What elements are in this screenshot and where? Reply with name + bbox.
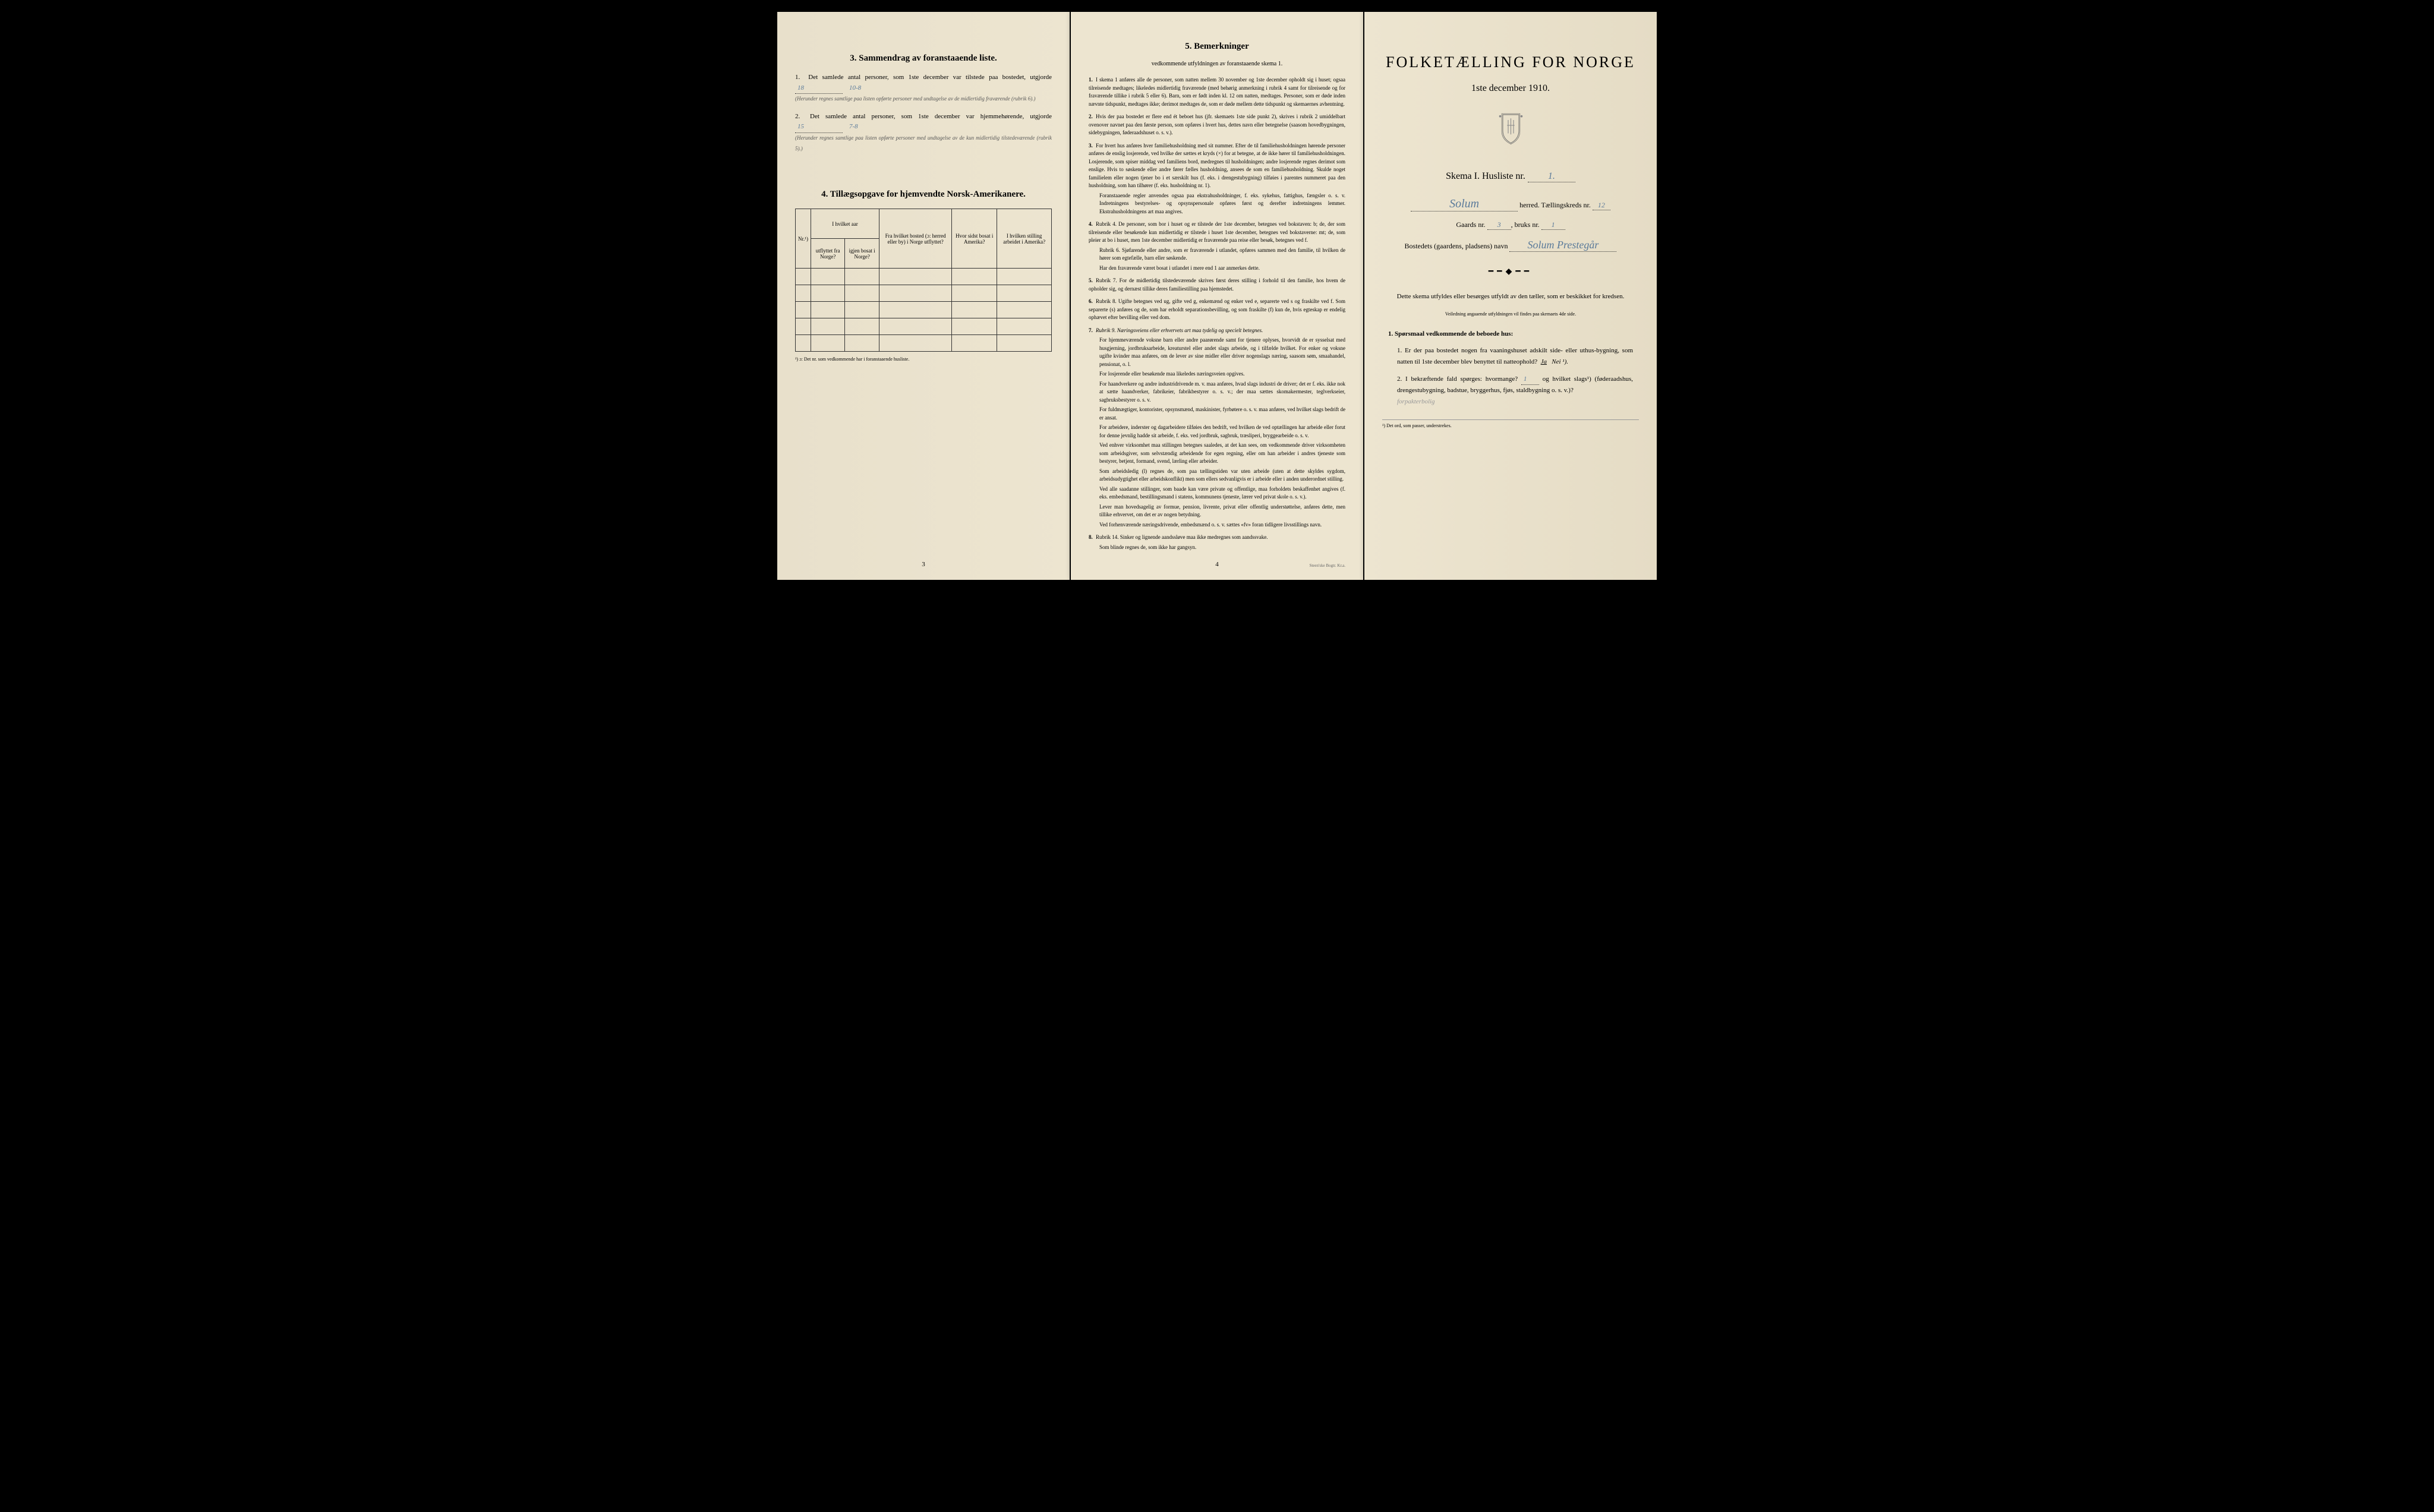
bemerk-7-p2: For losjerende eller besøkende maa likel… xyxy=(1099,370,1345,378)
bemerk-7-p10: Ved forhenværende næringsdrivende, embed… xyxy=(1099,521,1345,529)
kreds-nr: 12 xyxy=(1593,201,1610,210)
instruction-text: Dette skema utfyldes eller besørges utfy… xyxy=(1394,292,1627,302)
item-2-value-2: 7-8 xyxy=(849,123,858,130)
amerika-table: Nr.¹) I hvilket aar Fra hvilket bosted (… xyxy=(795,209,1052,352)
col-2: Fra hvilket bosted (ɔ: herred eller by) … xyxy=(879,209,952,269)
bemerk-item-7: 7.Rubrik 9. Næringsveiens eller erhverve… xyxy=(1089,327,1345,529)
gaards-nr: 3 xyxy=(1487,220,1511,230)
bemerk-item-1: 1.I skema 1 anføres alle de personer, so… xyxy=(1089,76,1345,108)
bemerk-3-extra: Foranstaaende regler anvendes ogsaa paa … xyxy=(1099,192,1345,216)
document-spread: 3. Sammendrag av foranstaaende liste. 1.… xyxy=(777,12,1657,580)
q1-ja: Ja xyxy=(1541,358,1547,365)
ornament-icon: ━━◆━━ xyxy=(1382,267,1639,277)
bemerk-7-p6: Ved enhver virksomhet maa stillingen bet… xyxy=(1099,441,1345,466)
q2-count: 1 xyxy=(1521,374,1539,386)
section-3-item-2: 2. Det samlede antal personer, som 1ste … xyxy=(795,112,1052,154)
bemerk-4-extra-2: Har den fraværende været bosat i utlande… xyxy=(1099,264,1345,273)
table-row xyxy=(796,335,1052,352)
bosted-line: Bostedets (gaardens, pladsens) navn Solu… xyxy=(1382,239,1639,252)
coat-of-arms-icon xyxy=(1382,112,1639,147)
page-number-3: 3 xyxy=(922,561,925,568)
gaards-line: Gaards nr. 3, bruks nr. 1 xyxy=(1382,220,1639,230)
col-4: I hvilken stilling arbeidet i Amerika? xyxy=(997,209,1052,269)
bosted-value: Solum Prestegår xyxy=(1509,239,1616,252)
bemerk-7-p5: For arbeidere, inderster og dagarbeidere… xyxy=(1099,424,1345,440)
col-3: Hvor sidst bosat i Amerika? xyxy=(952,209,997,269)
item-1-value-2: 10-8 xyxy=(849,84,861,91)
printer-mark: Steen'ske Bogtr. Kr.a. xyxy=(1309,563,1345,568)
table-row xyxy=(796,269,1052,285)
bruks-nr: 1 xyxy=(1541,220,1565,230)
bemerk-item-4: 4.Rubrik 4. De personer, som bor i huset… xyxy=(1089,220,1345,272)
item-2-paren: (Herunder regnes samtlige paa listen opf… xyxy=(795,135,1052,151)
bemerk-7-p1: For hjemmeværende voksne barn eller andr… xyxy=(1099,336,1345,368)
col-1-header: I hvilket aar xyxy=(811,209,879,239)
herred-line: Solum herred. Tællingskreds nr. 12 xyxy=(1382,197,1639,212)
table-row xyxy=(796,318,1052,335)
question-2: 2. I bekræftende fald spørges: hvormange… xyxy=(1397,374,1633,408)
questions-title: 1. Spørsmaal vedkommende de beboede hus: xyxy=(1388,329,1633,340)
herred-value: Solum xyxy=(1411,197,1518,212)
table-row xyxy=(796,302,1052,318)
page-number-4: 4 xyxy=(1215,561,1219,568)
page-3-sammendrag: 3. Sammendrag av foranstaaende liste. 1.… xyxy=(777,12,1070,580)
table-footnote: ¹) ɔ: Det nr. som vedkommende har i fora… xyxy=(795,356,1052,362)
item-1-value-1: 18 xyxy=(795,83,843,94)
col-1a: utflyttet fra Norge? xyxy=(811,239,844,269)
bemerk-4-extra-1: Rubrik 6. Sjøfarende eller andre, som er… xyxy=(1099,247,1345,263)
bemerk-7-p7: Som arbeidsledig (l) regnes de, som paa … xyxy=(1099,468,1345,484)
small-instruction: Veiledning angaaende utfyldningen vil fi… xyxy=(1382,311,1639,317)
item-1-text: Det samlede antal personer, som 1ste dec… xyxy=(808,74,1052,81)
question-1: 1. Er der paa bostedet nogen fra vaaning… xyxy=(1397,345,1633,367)
bemerk-item-5: 5.Rubrik 7. For de midlertidig tilstedev… xyxy=(1089,277,1345,293)
bemerk-8-extra: Som blinde regnes de, som ikke har gangs… xyxy=(1099,544,1345,552)
col-nr: Nr.¹) xyxy=(796,209,811,269)
husliste-nr: 1. xyxy=(1528,171,1575,182)
questions-section: 1. Spørsmaal vedkommende de beboede hus:… xyxy=(1388,329,1633,408)
section-3-title: 3. Sammendrag av foranstaaende liste. xyxy=(795,53,1052,64)
bemerk-7-p4: For fuldmægtiger, kontorister, opsynsmæn… xyxy=(1099,406,1345,422)
bemerkninger-list: 1.I skema 1 anføres alle de personer, so… xyxy=(1089,76,1345,551)
page-4-bemerkninger: 5. Bemerkninger vedkommende utfyldningen… xyxy=(1071,12,1363,580)
bemerk-item-2: 2.Hvis der paa bostedet er flere end ét … xyxy=(1089,113,1345,137)
bemerk-item-8: 8.Rubrik 14. Sinker og lignende aandsslø… xyxy=(1089,534,1345,551)
section-3-item-1: 1. Det samlede antal personer, som 1ste … xyxy=(795,72,1052,105)
col-1b: igjen bosat i Norge? xyxy=(845,239,879,269)
bemerk-item-3: 3.For hvert hus anføres hver familiehush… xyxy=(1089,142,1345,216)
bemerk-7-p9: Lever man hovedsagelig av formue, pensio… xyxy=(1099,503,1345,519)
bemerk-7-p3: For haandverkere og andre industridriven… xyxy=(1099,380,1345,405)
item-1-paren: (Herunder regnes samtlige paa listen opf… xyxy=(795,96,1036,102)
q2-type: forpakterbolig xyxy=(1397,398,1435,405)
q1-nei: Nei ¹). xyxy=(1552,358,1568,365)
item-2-value-1: 15 xyxy=(795,122,843,133)
census-date: 1ste december 1910. xyxy=(1382,83,1639,94)
bemerk-item-6: 6.Rubrik 8. Ugifte betegnes ved ug, gift… xyxy=(1089,298,1345,322)
section-4-title: 4. Tillægsopgave for hjemvendte Norsk-Am… xyxy=(795,190,1052,200)
section-5-subtitle: vedkommende utfyldningen av foranstaaend… xyxy=(1089,61,1345,67)
footnote-page-3: ¹) Det ord, som passer, understrekes. xyxy=(1382,419,1639,428)
section-5-title: 5. Bemerkninger xyxy=(1089,42,1345,52)
bemerk-7-p8: Ved alle saadanne stillinger, som baade … xyxy=(1099,485,1345,501)
main-title: FOLKETÆLLING FOR NORGE xyxy=(1382,53,1639,71)
item-2-text: Det samlede antal personer, som 1ste dec… xyxy=(810,113,1052,120)
table-row xyxy=(796,285,1052,302)
page-1-title: FOLKETÆLLING FOR NORGE 1ste december 191… xyxy=(1364,12,1657,580)
skema-line: Skema I. Husliste nr. 1. xyxy=(1382,171,1639,182)
